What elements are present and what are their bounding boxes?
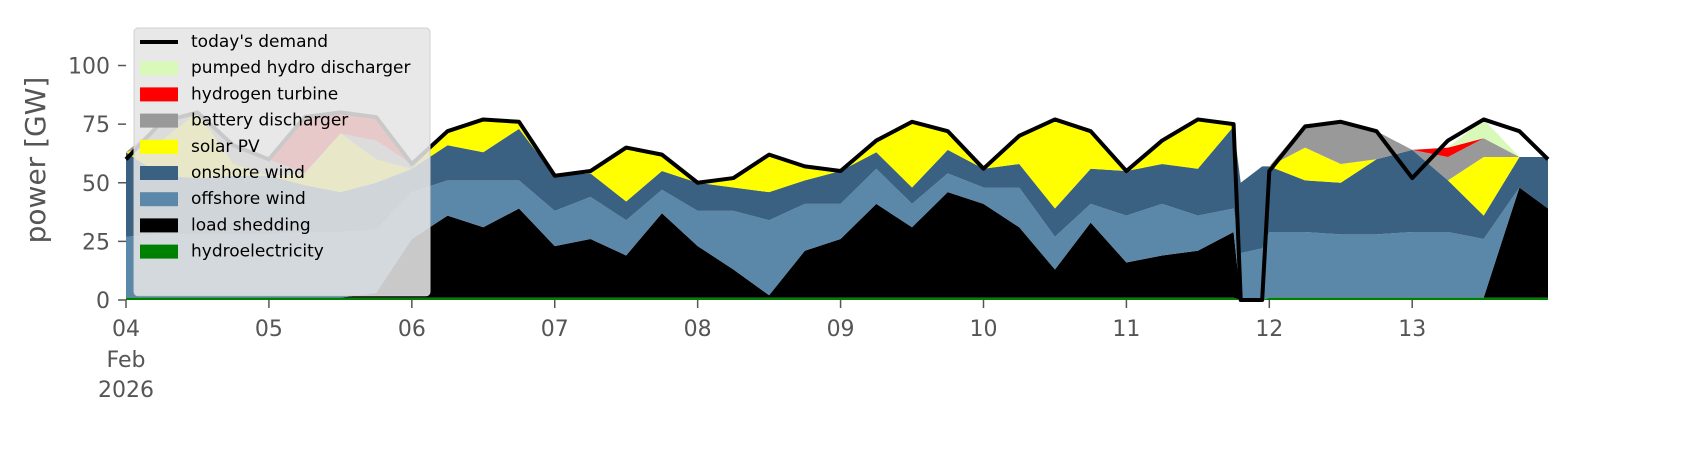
legend-label: today's demand (191, 32, 328, 52)
x-tick-label: 12 (1255, 317, 1283, 342)
legend-label: hydrogen turbine (191, 84, 338, 104)
area (126, 126, 1548, 254)
x-month-label: Feb (107, 348, 146, 373)
legend-swatch (140, 192, 178, 207)
area (126, 168, 1548, 300)
area (126, 187, 1548, 300)
y-tick-label: 50 (82, 172, 110, 197)
y-tick-label: 0 (96, 289, 110, 314)
legend-label: hydroelectricity (191, 242, 324, 262)
area (126, 297, 1548, 300)
legend-label: onshore wind (191, 163, 305, 183)
legend-label: pumped hydro discharger (191, 58, 410, 78)
legend-label: offshore wind (191, 189, 306, 209)
legend-label: battery discharger (191, 111, 348, 131)
legend-swatch (140, 218, 178, 233)
x-year-label: 2026 (98, 378, 154, 403)
legend-swatch (140, 139, 178, 154)
legend-swatch (140, 61, 178, 76)
legend-box (133, 27, 431, 297)
x-tick-label: 10 (969, 317, 997, 342)
legend: today's demand pumped hydro discharger hyd… (133, 27, 431, 297)
x-tick-label: 11 (1112, 317, 1140, 342)
x-tick-label: 09 (827, 317, 855, 342)
legend-label: solar PV (191, 137, 260, 157)
x-tick-label: 04 (112, 317, 140, 342)
legend-swatch (140, 87, 178, 102)
legend-swatch (140, 244, 178, 259)
y-tick-label: 100 (68, 55, 110, 80)
area (126, 112, 1548, 216)
legend-swatch (140, 166, 178, 180)
x-tick-label: 07 (541, 317, 569, 342)
legend-label: load shedding (191, 215, 311, 235)
y-tick-label: 75 (82, 113, 110, 138)
y-tick-label: 25 (82, 230, 110, 255)
legend-swatch (140, 113, 178, 128)
x-tick-label: 13 (1398, 317, 1426, 342)
x-tick-label: 06 (398, 317, 426, 342)
x-tick-label: 05 (255, 317, 283, 342)
x-tick-label: 08 (684, 317, 712, 342)
y-axis-label: power [GW] (19, 77, 52, 244)
